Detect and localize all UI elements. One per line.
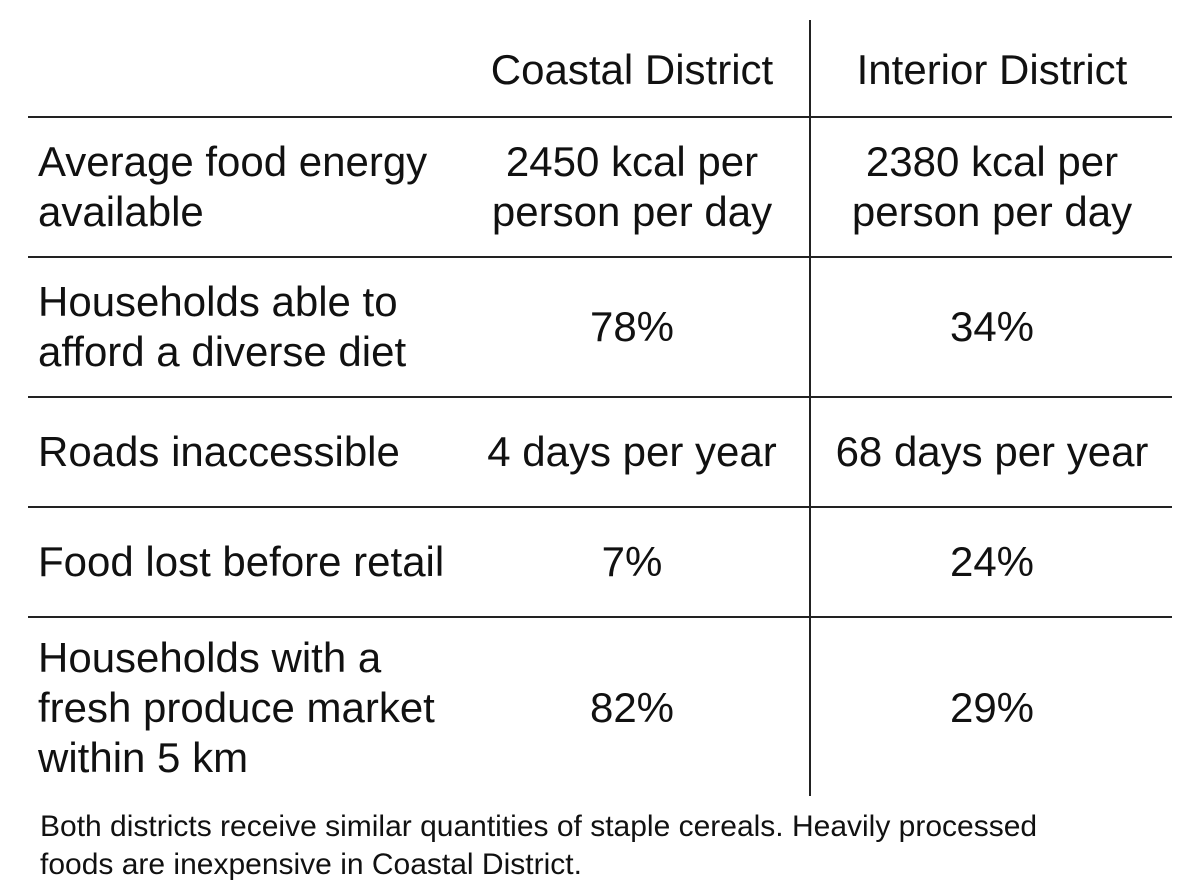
row-label-diverse-diet: Households able to afford a diverse diet [38,278,407,375]
column-header-interior: Interior District [856,46,1128,93]
row-label-roads: Roads inaccessible [38,428,400,475]
coastal-food-lost-value: 7% [601,538,663,585]
interior-produce-market-value: 29% [949,684,1035,731]
coastal-food-energy-value: 2450 kcal per person per day [491,138,773,235]
interior-food-energy-value: 2380 kcal per person per day [851,138,1133,235]
row-label-food-lost: Food lost before retail [38,538,445,585]
row-label-produce-market: Households with a fresh produce market w… [38,634,435,781]
column-header-coastal: Coastal District [490,46,774,93]
row-divider [28,506,1172,508]
coastal-produce-market-value: 82% [589,684,675,731]
row-divider [28,396,1172,398]
row-divider [28,256,1172,258]
interior-roads-value: 68 days per year [835,428,1149,475]
column-divider [809,20,811,796]
interior-food-lost-value: 24% [949,538,1035,585]
row-label-food-energy: Average food energy available [38,138,428,235]
coastal-roads-value: 4 days per year [487,428,777,475]
coastal-diverse-diet-value: 78% [589,303,675,350]
interior-diverse-diet-value: 34% [949,303,1035,350]
row-divider [28,116,1172,118]
footnote: Both districts receive similar quantitie… [40,810,1038,881]
row-divider [28,616,1172,618]
